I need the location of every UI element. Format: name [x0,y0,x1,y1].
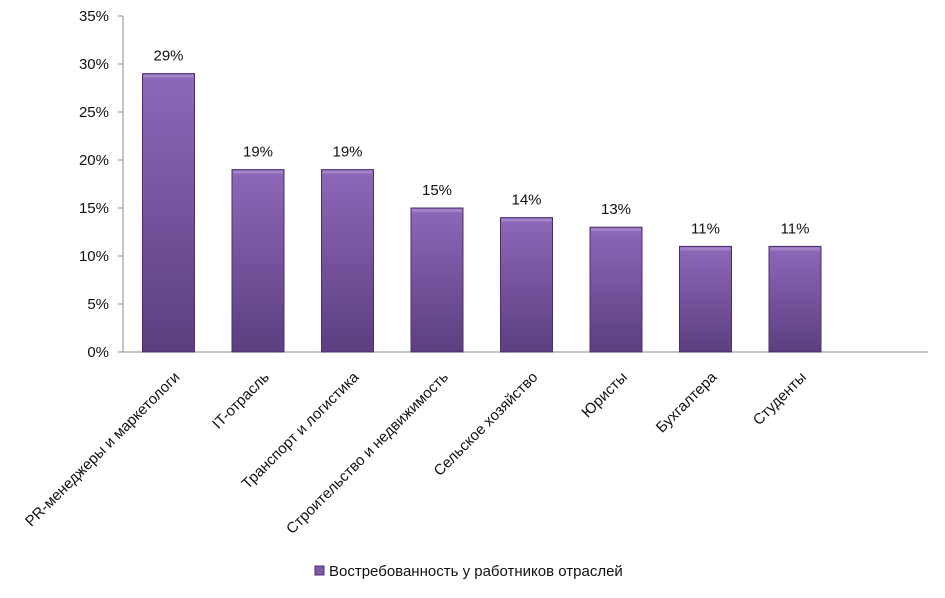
bar [410,207,464,353]
legend-swatch [314,565,325,576]
data-label: 29% [153,48,183,65]
y-tick-label: 20% [79,152,109,169]
x-tick-label: Студенты [750,369,810,429]
y-axis: 0% 5% 10% 15% 20% 25% 30% 35% [79,8,124,361]
legend-label: Востребованность у работников отраслей [329,563,623,580]
bar-highlight [233,170,283,174]
x-tick-label: PR-менеджеры и маркетологи [22,369,183,530]
bar [589,226,643,353]
bar [768,245,822,353]
data-label: 19% [332,144,362,161]
x-tick-label: Юристы [578,369,630,421]
data-labels: 29% 19% 19% 15% 14% 13% 11% 11% [153,48,809,238]
bar-highlight [770,247,820,251]
legend: Востребованность у работников отраслей [314,563,623,580]
bar-highlight [412,209,462,212]
bar-highlight [591,228,641,232]
y-tick-label: 0% [87,344,109,361]
bar-highlight [680,247,731,251]
y-tick-label: 35% [79,8,109,25]
bar-highlight [501,218,552,222]
x-tick-label: Бухгалтера [653,368,721,436]
bars [142,73,822,353]
y-tick-label: 15% [79,200,109,217]
data-label: 15% [422,182,452,199]
y-tick-label: 25% [79,104,109,121]
y-tick-label: 30% [79,56,109,73]
data-label: 19% [243,144,273,161]
category-labels: PR-менеджеры и маркетологи IT-отрасльТран… [22,368,810,537]
bar [500,217,553,353]
bar [142,73,195,353]
data-label: 13% [601,201,631,218]
x-tick-label: IT-отрасль [209,369,273,433]
data-label: 14% [511,192,541,209]
bar-highlight [322,170,373,174]
x-tick-label: Строительство и недвижимость [283,369,452,538]
data-label: 11% [781,220,810,237]
bar [231,169,285,353]
y-tick-label: 10% [79,248,109,265]
bar [321,169,374,353]
y-tick-label: 5% [87,296,109,313]
data-label: 11% [691,220,720,237]
bar-highlight [143,74,194,78]
bar [679,245,732,353]
